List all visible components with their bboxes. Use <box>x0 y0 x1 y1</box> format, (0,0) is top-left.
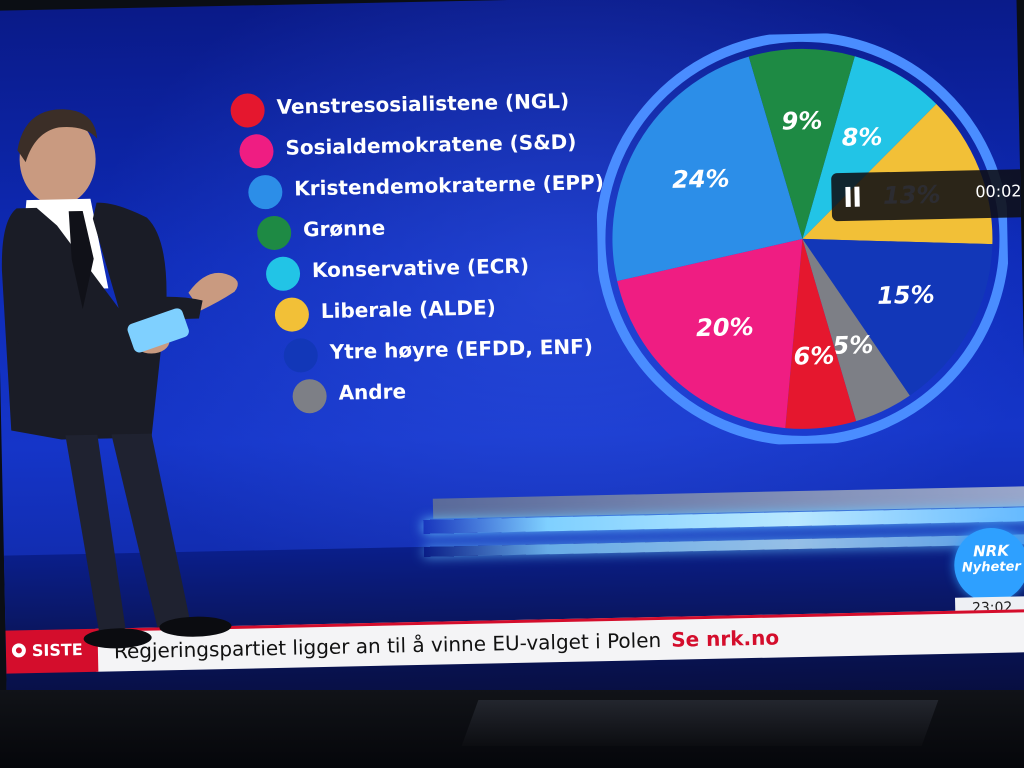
tv-screen: Venstresosialistene (NGL) Sosialdemokrate… <box>0 0 1024 739</box>
legend-swatch <box>265 256 301 292</box>
pie-slice <box>802 238 910 422</box>
legend-label: Ytre høyre (EFDD, ENF) <box>329 334 594 364</box>
pie-slice <box>785 238 857 429</box>
legend-swatch <box>283 338 319 373</box>
pie-value-label: 24% <box>672 165 730 194</box>
legend-label: Venstresosialistene (NGL) <box>276 88 570 119</box>
legend-item: Ytre høyre (EFDD, ENF) <box>283 334 593 375</box>
tv-stand <box>461 700 939 746</box>
pie-slice <box>617 238 803 429</box>
pie-value-label: 9% <box>781 107 822 136</box>
legend-label: Andre <box>338 379 407 405</box>
legend-item: Andre <box>292 376 406 416</box>
pie-chart: 8%13%15%5%6%20%24%9% <box>593 30 1011 448</box>
pie-value-label: 8% <box>841 123 882 152</box>
ticker-link[interactable]: Se nrk.no <box>670 625 780 652</box>
pause-icon[interactable] <box>845 186 861 207</box>
player-time: 00:02 <box>975 181 1022 202</box>
presenter-figure <box>1 109 238 649</box>
legend-item: Konservative (ECR) <box>265 253 529 293</box>
legend-swatch <box>274 297 310 332</box>
logo-top-text: NRK <box>972 541 1010 561</box>
pie-value-label: 15% <box>877 281 935 310</box>
legend-label: Konservative (ECR) <box>311 253 530 283</box>
video-player-bar[interactable]: 00:02 <box>831 169 1024 222</box>
legend-swatch <box>256 215 292 251</box>
logo-bottom-text: Nyheter <box>961 559 1021 576</box>
pie-slice <box>612 56 803 282</box>
pie-ring <box>595 31 1010 446</box>
pie-svg: 8%13%15%5%6%20%24%9% <box>595 31 1010 446</box>
legend-item: Liberale (ALDE) <box>274 294 496 334</box>
pie-slice <box>748 48 855 239</box>
legend-label: Sosialdemokratene (S&D) <box>285 129 577 160</box>
legend-swatch <box>292 378 327 414</box>
pie-slice <box>802 238 993 396</box>
pie-value-label: 5% <box>832 331 873 360</box>
legend-label: Grønne <box>302 215 386 242</box>
legend-label: Liberale (ALDE) <box>320 295 497 323</box>
pie-value-label: 20% <box>696 313 754 342</box>
pie-value-label: 6% <box>793 342 834 371</box>
legend-label: Kristendemokraterne (EPP) <box>294 170 605 201</box>
